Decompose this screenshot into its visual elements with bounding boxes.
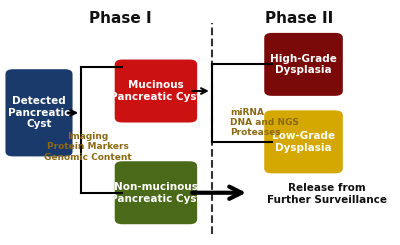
FancyBboxPatch shape: [264, 110, 343, 173]
Text: miRNA
DNA and NGS
Proteases: miRNA DNA and NGS Proteases: [230, 108, 299, 137]
Text: Phase II: Phase II: [265, 11, 333, 26]
Text: Detected
Pancreatic
Cyst: Detected Pancreatic Cyst: [8, 96, 70, 129]
Text: Phase I: Phase I: [89, 11, 152, 26]
FancyBboxPatch shape: [6, 69, 72, 156]
FancyBboxPatch shape: [264, 33, 343, 96]
FancyBboxPatch shape: [115, 60, 197, 122]
FancyBboxPatch shape: [115, 161, 197, 224]
Text: Mucinous
Pancreatic Cyst: Mucinous Pancreatic Cyst: [110, 80, 202, 102]
Text: Low-Grade
Dysplasia: Low-Grade Dysplasia: [272, 131, 335, 153]
Text: Release from
Further Surveillance: Release from Further Surveillance: [267, 183, 387, 205]
Text: Imaging
Protein Markers
Genomic Content: Imaging Protein Markers Genomic Content: [44, 132, 132, 162]
Text: Non-mucinous
Pancreatic Cyst: Non-mucinous Pancreatic Cyst: [110, 182, 202, 204]
Text: High-Grade
Dysplasia: High-Grade Dysplasia: [270, 54, 337, 75]
